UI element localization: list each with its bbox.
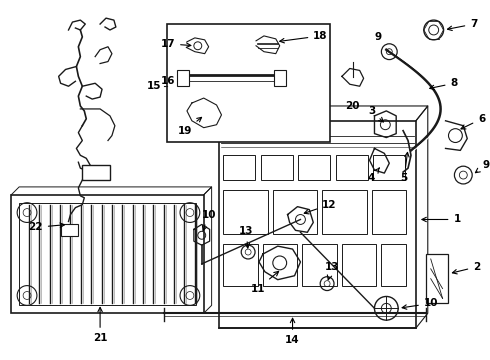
Text: 7: 7 <box>447 19 478 31</box>
Text: 6: 6 <box>461 114 486 129</box>
Bar <box>219 121 416 328</box>
Text: 9: 9 <box>375 32 382 42</box>
Text: 1: 1 <box>422 215 461 225</box>
Bar <box>426 254 447 303</box>
Text: 10: 10 <box>201 210 216 230</box>
Bar <box>19 203 196 305</box>
Text: 19: 19 <box>178 117 201 136</box>
Text: 13: 13 <box>239 226 253 248</box>
Bar <box>177 71 189 86</box>
Bar <box>274 71 286 86</box>
Text: 10: 10 <box>402 298 439 309</box>
Text: 11: 11 <box>251 271 279 293</box>
Bar <box>261 155 293 180</box>
Bar <box>82 165 110 180</box>
Text: 13: 13 <box>325 262 339 280</box>
Text: 15: 15 <box>147 81 162 91</box>
Bar <box>263 244 297 285</box>
Bar <box>342 244 376 285</box>
Text: 2: 2 <box>452 262 480 274</box>
Bar <box>223 244 258 285</box>
Bar <box>373 155 405 180</box>
Bar <box>381 244 406 285</box>
Bar <box>336 155 368 180</box>
Bar <box>273 190 317 234</box>
Bar <box>298 155 330 180</box>
Text: 9: 9 <box>475 160 489 173</box>
Text: 20: 20 <box>345 101 360 111</box>
Text: 4: 4 <box>368 168 379 183</box>
Text: 16: 16 <box>161 76 175 86</box>
Text: 21: 21 <box>93 307 107 343</box>
Text: 18: 18 <box>280 31 328 43</box>
Text: 14: 14 <box>285 318 300 345</box>
Text: 5: 5 <box>400 152 409 183</box>
Bar <box>223 155 255 180</box>
Bar <box>371 190 406 234</box>
Bar <box>61 224 78 236</box>
Text: 12: 12 <box>304 200 337 214</box>
Bar <box>11 195 204 313</box>
Text: 8: 8 <box>430 78 458 90</box>
Text: 17: 17 <box>161 39 191 49</box>
Text: 3: 3 <box>368 106 383 122</box>
Bar <box>167 24 330 143</box>
Bar <box>302 244 337 285</box>
Text: 22: 22 <box>28 222 65 232</box>
Bar <box>322 190 367 234</box>
Bar <box>223 190 268 234</box>
